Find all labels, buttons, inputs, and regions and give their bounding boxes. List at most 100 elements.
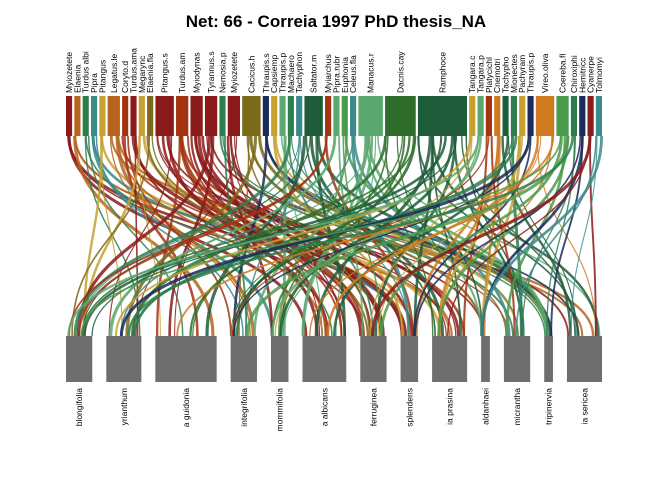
- higher-species-box: [271, 96, 278, 136]
- link: [81, 135, 416, 337]
- link: [127, 135, 574, 337]
- higher-species-label: Dacnis.cay: [395, 51, 405, 93]
- higher-species-label: Saltator.m: [309, 55, 319, 93]
- higher-species-box: [325, 96, 332, 136]
- link: [589, 135, 597, 337]
- higher-species-label: Tachyphon: [294, 52, 304, 93]
- higher-species-box: [219, 96, 226, 136]
- higher-species-label: Turdus.am: [177, 53, 187, 93]
- higher-species-label: Platycichl: [484, 57, 494, 93]
- link: [238, 135, 250, 337]
- link: [179, 135, 328, 337]
- higher-species-label: Myiodynas: [192, 52, 202, 93]
- link: [231, 135, 490, 337]
- higher-species-label: Euphonia: [340, 57, 350, 93]
- link: [233, 135, 529, 337]
- higher-species-box: [417, 96, 467, 136]
- lower-species-box: [230, 336, 257, 382]
- lower-species-label: ia sericea: [579, 388, 589, 425]
- higher-species-box: [242, 96, 261, 136]
- link: [138, 135, 161, 337]
- higher-species-box: [535, 96, 555, 136]
- higher-species-label: Mionectes: [509, 54, 519, 93]
- higher-species-box: [130, 96, 137, 136]
- link: [371, 135, 592, 337]
- higher-species-label: Elaenia.fla: [145, 53, 155, 93]
- higher-species-box: [279, 96, 286, 136]
- higher-species-box: [519, 96, 526, 136]
- link: [462, 135, 488, 337]
- lower-species-label: a albicans: [319, 388, 329, 426]
- link: [253, 135, 370, 337]
- chart-title: Net: 66 - Correia 1997 PhD thesis_NA: [185, 12, 487, 31]
- lower-species-box: [544, 336, 553, 382]
- link: [108, 135, 173, 337]
- higher-species-box: [138, 96, 145, 136]
- higher-species-label: Pipra: [89, 73, 99, 93]
- higher-species-label: Celeus.fla: [348, 55, 358, 93]
- higher-species-label: Cyanerpe: [586, 56, 596, 93]
- higher-species-box: [358, 96, 383, 136]
- higher-species-box: [155, 96, 174, 136]
- link: [130, 135, 387, 337]
- link: [114, 135, 472, 337]
- link: [192, 135, 404, 337]
- link: [80, 135, 562, 337]
- higher-species-box: [90, 96, 98, 136]
- higher-species-box: [227, 96, 241, 136]
- higher-species-box: [74, 96, 81, 136]
- link: [176, 135, 555, 337]
- lower-species-box: [270, 336, 289, 382]
- higher-species-label: Tangara.c: [467, 55, 477, 93]
- higher-species-box: [176, 96, 189, 136]
- higher-species-label: Ramphoce: [437, 52, 447, 93]
- higher-species-label: Pachyram: [517, 55, 527, 93]
- lower-species-box: [481, 336, 490, 382]
- lower-species-label: integrifolia: [239, 388, 249, 427]
- higher-species-box: [587, 96, 594, 136]
- higher-species-label: Nemosia.p: [217, 52, 227, 93]
- higher-species-box: [469, 96, 476, 136]
- link: [546, 135, 576, 337]
- higher-species-box: [296, 96, 303, 136]
- higher-species-label: Myiozetete: [64, 52, 74, 93]
- higher-species-label: Thraupis.p: [526, 53, 536, 93]
- higher-species-box: [262, 96, 269, 136]
- higher-species-box: [66, 96, 73, 136]
- higher-species-label: Tolmomyi: [594, 57, 604, 93]
- higher-species-label: Pitangus: [97, 60, 107, 93]
- higher-species-label: Machaero: [286, 55, 296, 93]
- higher-species-label: Elaenia: [72, 64, 82, 93]
- higher-species-box: [385, 96, 416, 136]
- higher-species-label: Pitangus.s: [160, 53, 170, 93]
- link: [119, 135, 531, 337]
- higher-species-box: [527, 96, 534, 136]
- link: [77, 135, 328, 337]
- higher-species-box: [502, 96, 509, 136]
- link: [271, 135, 482, 337]
- link: [515, 135, 597, 337]
- link: [431, 135, 600, 337]
- higher-species-label: Myiozetete: [229, 52, 239, 93]
- higher-species-box: [190, 96, 203, 136]
- lower-species-box: [400, 336, 419, 382]
- higher-species-label: Myiarchus: [323, 54, 333, 93]
- higher-species-box: [494, 96, 501, 136]
- higher-species-box: [341, 96, 348, 136]
- lower-species-box: [106, 336, 142, 382]
- link: [87, 135, 184, 337]
- higher-species-box: [570, 96, 578, 136]
- link: [437, 135, 570, 337]
- link: [309, 135, 554, 337]
- lower-species-label: splendens: [404, 388, 414, 427]
- lower-species-label: ia prasina: [445, 388, 455, 425]
- higher-species-box: [510, 96, 517, 136]
- link: [155, 135, 181, 337]
- link: [374, 135, 457, 337]
- link: [453, 135, 524, 337]
- link: [447, 135, 590, 337]
- link: [431, 135, 461, 337]
- higher-species-label: Pipra.rubr: [331, 56, 341, 93]
- link: [67, 135, 480, 337]
